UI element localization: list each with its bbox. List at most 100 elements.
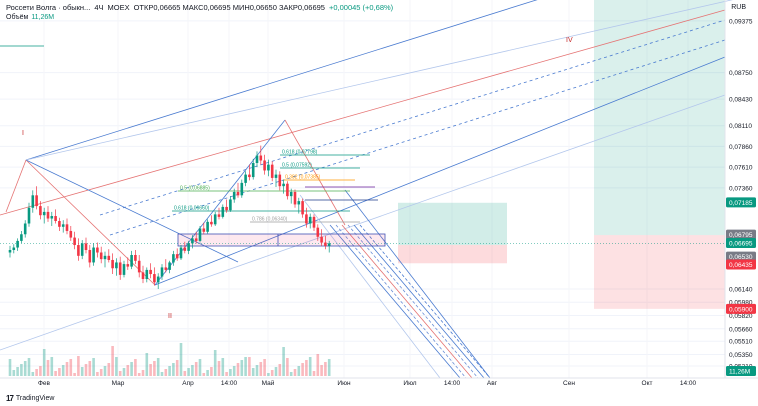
candle-body	[35, 195, 38, 207]
candle-body	[134, 254, 137, 261]
y-tick-label: 0,08750	[729, 70, 753, 77]
candle-body	[251, 162, 255, 178]
y-tick-label: 0,08430	[729, 97, 753, 104]
symbol-header: Россети Волга · обыкн... 4Ч MOEX ОТКР0,0…	[6, 3, 393, 12]
price-axis-layer: 0,09375 0,08750 0,08430 0,08110 0,07860 0,076…	[724, 0, 756, 378]
pitchfork-lower-line-2	[0, 94, 726, 351]
x-tick-label: 14:00	[221, 380, 238, 387]
candle-body	[50, 216, 54, 219]
candle-body	[27, 207, 31, 224]
volume-bar	[61, 365, 65, 376]
volume-bar	[327, 359, 331, 376]
candle-body	[107, 255, 111, 260]
fib-level-label: 0.618 (0,07798)	[282, 150, 318, 156]
candle-body	[270, 164, 274, 178]
candle-body	[137, 260, 141, 273]
price-badge	[726, 259, 756, 270]
volume-bar	[31, 372, 35, 376]
volume-bar	[293, 369, 297, 376]
y-tick-label: 0,06140	[729, 286, 753, 293]
volume-bar	[54, 371, 57, 376]
pitchfork-median-line	[0, 9, 726, 216]
candle-body	[202, 228, 206, 232]
volume-bar	[267, 373, 270, 376]
volume-bar	[255, 365, 259, 376]
exchange: MOEX	[107, 3, 130, 12]
pitchfork-upper-line-2	[25, 0, 733, 161]
volume-bar	[122, 368, 126, 376]
candle-body	[217, 214, 221, 217]
volume-bar	[149, 364, 152, 376]
symbol-name[interactable]: Россети Волга · обыкн...	[6, 3, 91, 12]
volume-bar	[39, 366, 42, 376]
y-tick-label: 0,05820	[729, 313, 753, 320]
volume-bar	[308, 357, 312, 376]
volume-bar	[107, 363, 111, 376]
candle-body	[255, 155, 259, 163]
x-tick-label: Сен	[563, 380, 575, 387]
volume-bar	[69, 359, 73, 376]
candle-body	[12, 247, 16, 251]
x-tick-label: Авг	[487, 380, 498, 387]
volume-bar	[301, 363, 304, 376]
candle-body	[118, 262, 122, 275]
down-channel-line	[335, 224, 467, 379]
candle-body	[183, 247, 187, 251]
candle-body	[316, 227, 320, 237]
volume-bar	[8, 359, 12, 376]
x-tick-label: Май	[262, 379, 275, 387]
volume-bar	[137, 373, 141, 376]
candle-body	[23, 223, 27, 235]
volume-bar	[58, 368, 61, 376]
currency-label[interactable]: RUB	[731, 4, 746, 11]
candle-body	[229, 199, 232, 211]
volume-bar	[221, 358, 225, 376]
volume-bar	[191, 365, 194, 376]
volume-bar	[99, 369, 103, 376]
down-channel-outer-line-2	[299, 194, 441, 379]
price-badge-label: 0,06530	[729, 254, 753, 261]
volume-bar	[141, 370, 145, 376]
y-tick-label: 0,08110	[729, 123, 752, 130]
volume-bar	[96, 372, 99, 376]
volume-bar	[202, 373, 206, 376]
long-position-loss-zone-right	[594, 235, 725, 309]
volume-bar	[217, 361, 221, 376]
swing-line-a	[25, 159, 156, 286]
candle-body	[153, 274, 156, 283]
volume-bar	[160, 372, 164, 376]
candle-body	[221, 206, 225, 217]
candle-body	[80, 243, 84, 256]
volume-bar	[194, 362, 198, 376]
volume-bar	[183, 371, 187, 376]
volume-bar	[316, 354, 320, 376]
x-tick-label: Окт	[642, 380, 653, 387]
volume-bar	[297, 366, 301, 376]
x-tick-label: Июл	[403, 380, 416, 387]
price-badge	[726, 251, 756, 262]
volume-bar	[77, 356, 80, 376]
candle-body	[274, 174, 278, 178]
volume-bar	[35, 369, 38, 376]
candle-body	[327, 243, 331, 246]
volume-bar	[50, 357, 54, 376]
interval[interactable]: 4Ч	[94, 3, 104, 12]
candle-body	[156, 276, 160, 283]
pitchfork-lower-line	[154, 56, 726, 286]
volume-bar	[126, 365, 130, 376]
candle-body	[111, 259, 114, 269]
volume-bar	[229, 369, 232, 376]
candle-body	[225, 206, 228, 211]
down-channel-line	[353, 224, 485, 379]
volume-bar	[286, 358, 289, 376]
candle-body	[130, 254, 133, 267]
tradingview-footer[interactable]: 17 TradingView	[6, 394, 54, 403]
volume-bar	[84, 364, 88, 376]
price-badge	[726, 303, 756, 314]
down-channel-line	[341, 224, 473, 379]
volume-bar	[198, 359, 202, 376]
x-tick-label: Июн	[337, 380, 351, 387]
candle-body	[198, 228, 202, 241]
